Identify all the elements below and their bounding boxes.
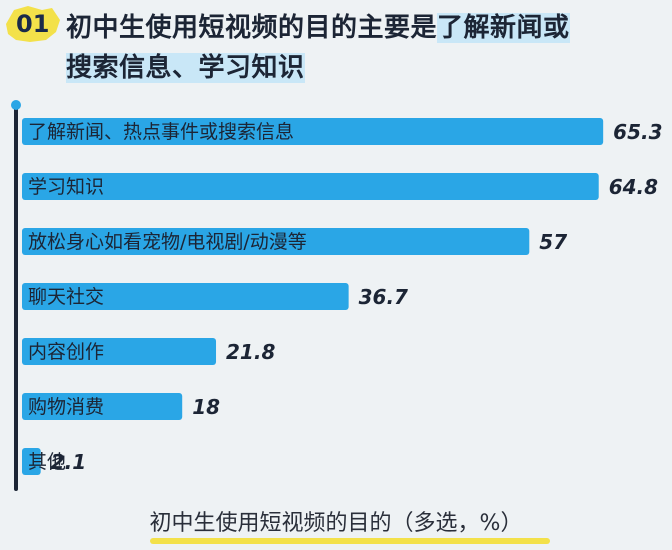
title-highlight-1: 了解新闻或: [437, 13, 570, 43]
bar-2: [22, 228, 530, 255]
bar-5: [22, 393, 183, 420]
bar-value-label-5: 18: [192, 395, 220, 419]
bar-category-label-5: 购物消费: [28, 396, 104, 418]
caption-text: 初中生使用短视频的目的（多选，%）: [149, 511, 523, 536]
header: 01 初中生使用短视频的目的主要是了解新闻或 搜索信息、学习知识: [0, 0, 672, 92]
bar-0: [22, 118, 604, 145]
chart-caption: 初中生使用短视频的目的（多选，%）: [0, 505, 672, 537]
bar-value-label-2: 57: [539, 230, 567, 254]
bar-category-label-0: 了解新闻、热点事件或搜索信息: [28, 121, 294, 143]
bar-category-label-4: 内容创作: [28, 341, 104, 363]
bar-category-label-6: 其他: [28, 451, 66, 473]
bar-value-label-3: 36.7: [359, 285, 408, 309]
bar-value-label-6: 2.1: [51, 450, 86, 474]
bar-value-label-0: 65.3: [613, 120, 662, 144]
bar-chart: 了解新闻、热点事件或搜索信息 65.3 学习知识 64.8 放松身心如看宠物/电视剧/动…: [22, 118, 663, 475]
badge-number: 01: [16, 10, 50, 38]
bar-6: [22, 448, 41, 475]
chart-axis-dot: [11, 100, 21, 110]
chart-axis-line: [14, 106, 18, 491]
badge-star-icon: [6, 6, 60, 42]
bar-category-label-1: 学习知识: [28, 176, 104, 198]
title-plain: 初中生使用短视频的目的主要是: [66, 13, 438, 43]
bar-category-label-3: 聊天社交: [28, 286, 104, 308]
page-title: 初中生使用短视频的目的主要是了解新闻或 搜索信息、学习知识: [66, 8, 626, 88]
bar-value-label-4: 21.8: [226, 340, 275, 364]
caption-underline: [150, 538, 550, 544]
bar-3: [22, 283, 349, 310]
section-badge: 01: [2, 4, 64, 44]
bar-4: [22, 338, 217, 365]
title-highlight-2: 搜索信息、学习知识: [66, 53, 305, 83]
bar-1: [22, 173, 599, 200]
bar-value-label-1: 64.8: [609, 175, 658, 199]
bar-category-label-2: 放松身心如看宠物/电视剧/动漫等: [28, 231, 307, 253]
chart-area: 了解新闻、热点事件或搜索信息 65.3 学习知识 64.8 放松身心如看宠物/电视剧/动…: [0, 96, 672, 496]
